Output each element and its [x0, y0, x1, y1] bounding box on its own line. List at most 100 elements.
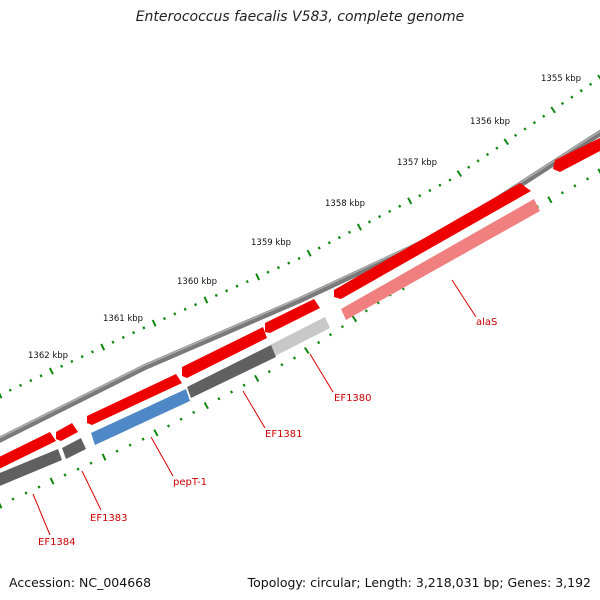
- ruler-major-tick: [597, 74, 600, 80]
- ruler-major-tick: [151, 319, 157, 327]
- cds-arrow: [334, 183, 531, 299]
- ruler-labels: 1355 kbp 1356 kbp 1357 kbp 1358 kbp 1359…: [28, 74, 581, 361]
- ruler-minor-tick: [588, 82, 593, 87]
- ruler-minor-tick: [70, 359, 74, 364]
- ruler-label: 1355 kbp: [541, 74, 581, 84]
- ruler-minor-tick: [585, 177, 590, 181]
- ruler-major-tick: [255, 273, 261, 281]
- ruler-minor-tick: [128, 443, 132, 447]
- ruler-minor-tick: [398, 204, 402, 208]
- ruler-label: 1359 kbp: [251, 238, 291, 248]
- gene-bar-alaS: [341, 199, 540, 320]
- ruler-minor-tick: [115, 449, 119, 453]
- ruler-major-tick: [456, 170, 463, 178]
- map-title: Enterococcus faecalis V583, complete gen…: [135, 9, 465, 25]
- ruler-minor-tick: [111, 340, 115, 344]
- ruler-minor-tick: [579, 89, 583, 93]
- ruler-major-tick: [100, 343, 106, 351]
- ruler-minor-tick: [287, 261, 291, 265]
- ruler-minor-tick: [245, 279, 249, 284]
- ruler-minor-tick: [214, 293, 218, 297]
- ruler-major-tick: [101, 453, 107, 461]
- gene-track-inner: [0, 199, 540, 486]
- ruler-minor-tick: [367, 220, 372, 224]
- ruler-minor-tick: [560, 191, 564, 195]
- ruler-minor-tick: [29, 379, 33, 383]
- ruler-minor-tick: [418, 194, 422, 198]
- ruler-minor-tick: [194, 303, 198, 307]
- genome-backbone-highlight: [0, 130, 600, 439]
- ruler-minor-tick: [235, 284, 239, 288]
- ruler-ticks: [0, 74, 600, 509]
- ruler-minor-tick: [173, 312, 177, 316]
- leader-line-ef1380: [309, 353, 334, 393]
- cds-track-outer: [0, 138, 600, 469]
- ruler-major-tick: [203, 402, 209, 410]
- ruler-major-tick: [49, 477, 55, 485]
- gene-leader-lines: [32, 279, 477, 536]
- genome-backbone: [0, 129, 600, 443]
- ruler-major-tick: [48, 367, 54, 375]
- ruler-minor-tick: [24, 491, 28, 495]
- ruler-major-tick: [547, 196, 553, 204]
- gene-label-pept1: pepT-1: [173, 477, 207, 488]
- ruler-major-tick: [303, 347, 310, 354]
- ruler-minor-tick: [192, 410, 196, 415]
- gene-bar-ef1380: [270, 317, 330, 356]
- ruler-major-tick: [203, 296, 209, 304]
- ruler-major-tick: [0, 392, 3, 399]
- ruler-minor-tick: [11, 497, 15, 501]
- ruler-label: 1360 kbp: [177, 277, 217, 287]
- ruler-label: 1361 kbp: [103, 314, 143, 324]
- ruler-minor-tick: [63, 473, 67, 477]
- ruler-major-tick: [306, 249, 312, 257]
- gene-bar-ef1381: [187, 345, 276, 398]
- ruler-major-tick: [407, 197, 413, 205]
- gene-label-ef1380: EF1380: [334, 393, 372, 404]
- ruler-minor-tick: [476, 159, 480, 163]
- ruler-minor-tick: [37, 485, 41, 489]
- cds-arrow: [56, 423, 78, 441]
- ruler-minor-tick: [142, 326, 146, 330]
- ruler-minor-tick: [166, 424, 171, 428]
- ruler-major-tick: [356, 223, 362, 231]
- ruler-minor-tick: [266, 270, 270, 274]
- leader-line-ef1384: [32, 493, 51, 536]
- cds-arrow: [265, 299, 320, 333]
- ruler-minor-tick: [317, 246, 321, 250]
- ruler-minor-tick: [495, 146, 499, 150]
- ruler-minor-tick: [327, 241, 331, 245]
- ruler-minor-tick: [328, 332, 333, 337]
- ruler-major-tick: [153, 429, 159, 437]
- gene-bar-pept1: [91, 389, 190, 445]
- ruler-minor-tick: [179, 417, 183, 421]
- ruler-minor-tick: [225, 289, 229, 293]
- ruler-minor-tick: [542, 114, 546, 118]
- ruler-minor-tick: [297, 256, 301, 261]
- ruler-minor-tick: [340, 325, 345, 329]
- ruler-minor-tick: [523, 127, 527, 131]
- accession-text: Accession: NC_004668: [9, 575, 152, 590]
- cds-arrow: [553, 138, 600, 172]
- ruler-minor-tick: [388, 209, 392, 213]
- ruler-minor-tick: [347, 230, 351, 234]
- leader-line-ef1383: [81, 470, 102, 511]
- ruler-minor-tick: [229, 390, 234, 394]
- leader-line-pept1: [150, 436, 174, 477]
- gene-label-alaS: alaS: [476, 317, 497, 328]
- ruler-minor-tick: [513, 133, 518, 138]
- ruler-minor-tick: [276, 266, 280, 270]
- ruler-major-tick: [351, 315, 358, 323]
- cds-arrow: [87, 374, 182, 425]
- ruler-minor-tick: [217, 397, 221, 401]
- gene-bar-ef1383: [62, 438, 86, 459]
- ruler-minor-tick: [267, 369, 271, 374]
- ruler-label: 1362 kbp: [28, 351, 68, 361]
- ruler-minor-tick: [378, 214, 382, 219]
- ruler-major-tick: [503, 138, 510, 146]
- ruler-minor-tick: [80, 355, 84, 359]
- gene-label-ef1383: EF1383: [90, 513, 128, 524]
- ruler-label: 1357 kbp: [397, 158, 437, 168]
